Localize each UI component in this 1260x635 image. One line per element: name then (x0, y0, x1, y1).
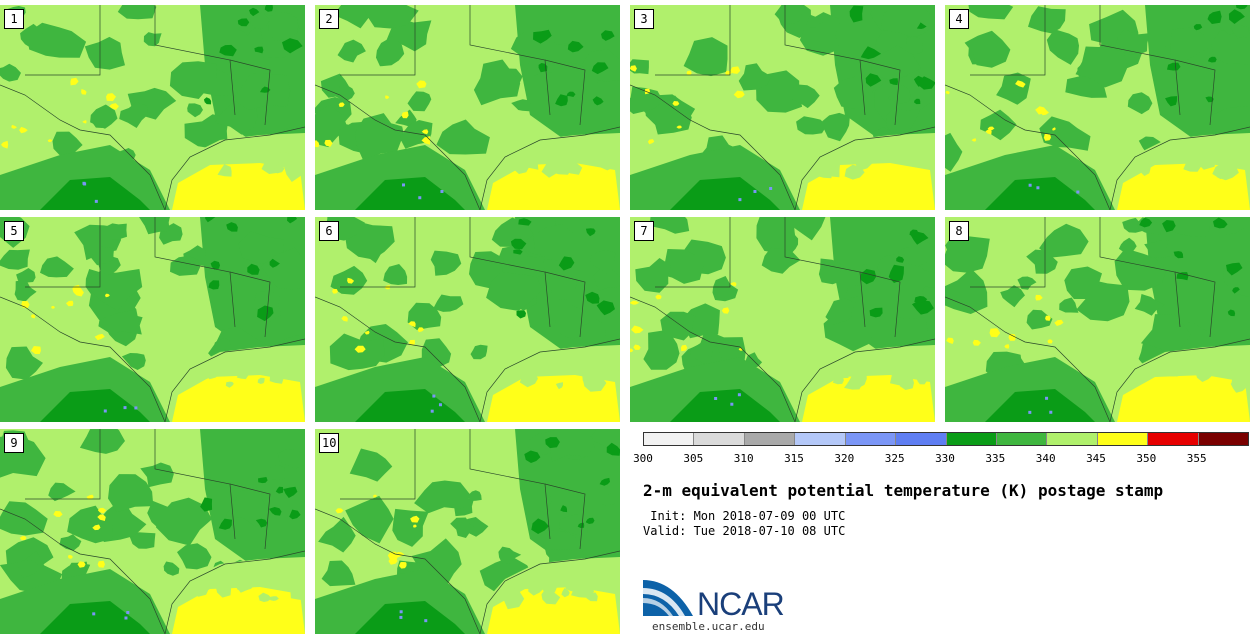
colorbar-swatch (743, 433, 795, 445)
site-url: ensemble.ucar.edu (652, 620, 765, 633)
colorbar-tick-label: 320 (834, 452, 855, 465)
map-member-6 (315, 217, 620, 422)
colorbar-swatch (1046, 433, 1097, 445)
colorbar-swatch (644, 433, 694, 445)
map-member-9 (0, 429, 305, 634)
member-label-6: 6 (319, 221, 339, 241)
colorbar-tick-label: 310 (733, 452, 754, 465)
colorbar-tick-label: 345 (1086, 452, 1106, 465)
ncar-logo: NCAR (643, 580, 785, 618)
colorbar-tick-label: 340 (1035, 452, 1056, 465)
colorbar-tick-label: 315 (784, 452, 804, 465)
stamp-panel-3: 3 (630, 5, 935, 210)
colorbar-swatch (1096, 433, 1148, 445)
colorbar-tick-label: 330 (935, 452, 955, 465)
member-label-10: 10 (319, 433, 340, 453)
colorbar-swatch (794, 433, 845, 445)
map-member-10 (315, 429, 620, 634)
member-label-5: 5 (4, 221, 24, 241)
colorbar-swatch (844, 433, 896, 445)
member-label-2: 2 (319, 9, 339, 29)
map-member-8 (945, 217, 1250, 422)
colorbar-swatch (1147, 433, 1198, 445)
colorbar-tick-label: 300 (633, 452, 653, 465)
colorbar-tick-label: 305 (683, 452, 704, 465)
map-member-2 (315, 5, 620, 210)
colorbar-tick-label: 355 (1186, 452, 1207, 465)
map-member-3 (630, 5, 935, 210)
colorbar-swatch (945, 433, 996, 445)
colorbar-swatch (1197, 433, 1249, 445)
valid-time: Valid: Tue 2018-07-10 08 UTC (643, 524, 846, 538)
colorbar-tick-label: 335 (985, 452, 1006, 465)
stamp-panel-8: 8 (945, 217, 1250, 422)
init-time: Init: Mon 2018-07-09 00 UTC (643, 509, 846, 523)
member-label-1: 1 (4, 9, 24, 29)
colorbar-tick-label: 325 (884, 452, 905, 465)
member-label-3: 3 (634, 9, 654, 29)
member-label-7: 7 (634, 221, 654, 241)
page-title: 2-m equivalent potential temperature (K)… (643, 481, 1164, 500)
stamp-panel-4: 4 (945, 5, 1250, 210)
colorbar-tick-label: 350 (1136, 452, 1157, 465)
member-label-8: 8 (949, 221, 969, 241)
colorbar-swatch (693, 433, 744, 445)
stamp-panel-7: 7 (630, 217, 935, 422)
colorbar-swatch (895, 433, 946, 445)
map-member-1 (0, 5, 305, 210)
stamp-panel-1: 1 (0, 5, 305, 210)
logo-text: NCAR (697, 586, 784, 618)
colorbar-swatch (995, 433, 1047, 445)
stamp-panel-6: 6 (315, 217, 620, 422)
map-member-7 (630, 217, 935, 422)
colorbar (643, 432, 1249, 446)
map-member-5 (0, 217, 305, 422)
stamp-panel-9: 9 (0, 429, 305, 634)
stamp-panel-2: 2 (315, 5, 620, 210)
member-label-9: 9 (4, 433, 24, 453)
member-label-4: 4 (949, 9, 969, 29)
stamp-panel-10: 10 (315, 429, 620, 634)
stamp-panel-5: 5 (0, 217, 305, 422)
map-member-4 (945, 5, 1250, 210)
